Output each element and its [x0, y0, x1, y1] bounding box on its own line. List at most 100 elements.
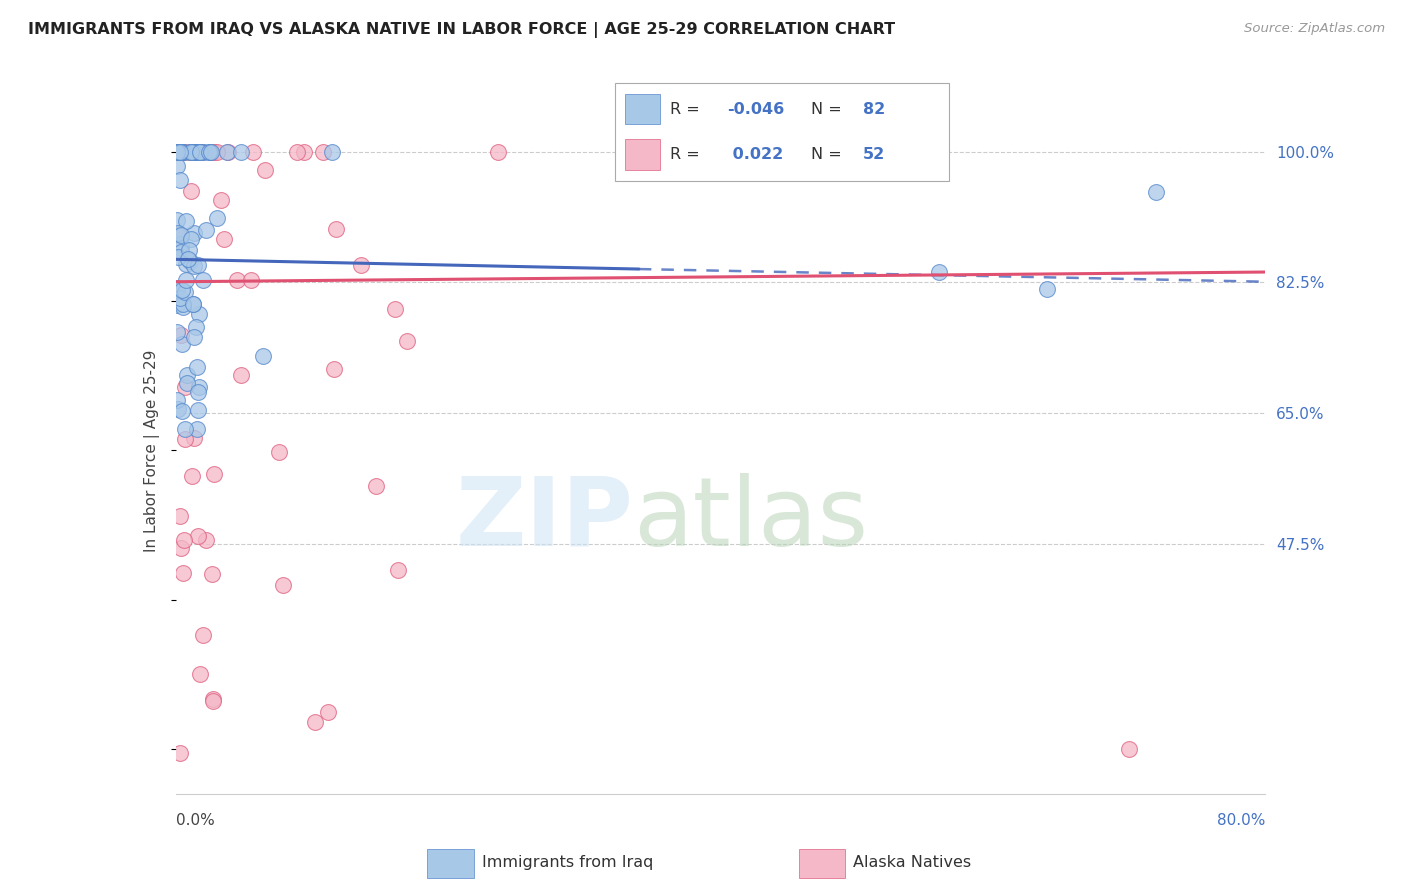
- Point: [187, 385, 209, 400]
- Point: [252, 349, 274, 363]
- Point: [174, 213, 197, 227]
- Point: [166, 159, 188, 173]
- Point: [167, 226, 190, 240]
- Text: Immigrants from Iraq: Immigrants from Iraq: [482, 855, 654, 870]
- Point: [176, 376, 198, 390]
- FancyBboxPatch shape: [614, 83, 949, 181]
- Point: [170, 541, 193, 555]
- Point: [174, 422, 197, 436]
- Point: [202, 145, 225, 159]
- Point: [186, 145, 208, 159]
- Point: [271, 578, 294, 592]
- Point: [181, 297, 204, 311]
- Point: [191, 273, 214, 287]
- Point: [183, 145, 205, 159]
- Point: [186, 145, 208, 159]
- Text: IMMIGRANTS FROM IRAQ VS ALASKA NATIVE IN LABOR FORCE | AGE 25-29 CORRELATION CHA: IMMIGRANTS FROM IRAQ VS ALASKA NATIVE IN…: [28, 22, 896, 38]
- Point: [173, 533, 195, 547]
- Point: [177, 252, 200, 267]
- Point: [187, 145, 209, 159]
- Point: [209, 193, 232, 207]
- Point: [170, 244, 193, 259]
- Point: [174, 380, 197, 394]
- Point: [183, 226, 205, 240]
- Point: [200, 145, 222, 159]
- Bar: [427, 849, 474, 878]
- Point: [170, 145, 193, 159]
- Point: [181, 297, 204, 311]
- Point: [242, 145, 264, 159]
- Point: [169, 291, 191, 305]
- Point: [174, 285, 197, 299]
- Point: [188, 667, 211, 681]
- Point: [173, 432, 195, 446]
- Point: [191, 628, 214, 642]
- Point: [188, 307, 211, 321]
- Point: [384, 302, 406, 317]
- Point: [169, 145, 191, 159]
- Point: [191, 145, 214, 159]
- Point: [180, 145, 202, 159]
- Text: -0.046: -0.046: [727, 102, 785, 117]
- Point: [321, 145, 343, 159]
- Point: [169, 237, 191, 252]
- Point: [179, 243, 201, 257]
- Point: [172, 145, 194, 159]
- Point: [170, 283, 193, 297]
- Text: Source: ZipAtlas.com: Source: ZipAtlas.com: [1244, 22, 1385, 36]
- Text: Alaska Natives: Alaska Natives: [853, 855, 972, 870]
- Point: [200, 145, 222, 159]
- Point: [172, 337, 194, 351]
- Point: [167, 402, 190, 417]
- Point: [187, 529, 209, 543]
- Point: [166, 228, 188, 243]
- Y-axis label: In Labor Force | Age 25-29: In Labor Force | Age 25-29: [143, 350, 160, 551]
- Point: [201, 693, 224, 707]
- Bar: [626, 94, 659, 124]
- Point: [187, 258, 209, 272]
- Text: R =: R =: [671, 102, 704, 117]
- Point: [217, 145, 239, 159]
- Point: [176, 257, 198, 271]
- Point: [169, 746, 191, 760]
- Text: N =: N =: [811, 102, 848, 117]
- Point: [166, 284, 188, 298]
- Point: [202, 467, 225, 481]
- Point: [169, 145, 191, 159]
- Point: [387, 563, 409, 577]
- Point: [172, 145, 194, 159]
- Point: [254, 163, 277, 178]
- Point: [172, 300, 194, 314]
- Point: [1036, 282, 1059, 296]
- Point: [166, 145, 188, 159]
- Text: 0.022: 0.022: [727, 146, 783, 161]
- Point: [172, 566, 194, 581]
- Point: [184, 320, 207, 334]
- Point: [167, 250, 190, 264]
- Point: [179, 254, 201, 268]
- Point: [180, 231, 202, 245]
- Point: [166, 145, 188, 159]
- Point: [183, 431, 205, 445]
- Point: [183, 145, 205, 159]
- Point: [170, 241, 193, 255]
- Point: [198, 145, 221, 159]
- Point: [486, 145, 509, 159]
- Point: [170, 145, 193, 159]
- Point: [179, 145, 201, 159]
- Point: [325, 222, 347, 236]
- Point: [202, 692, 225, 706]
- Text: atlas: atlas: [633, 473, 869, 566]
- Point: [205, 145, 228, 159]
- Point: [187, 380, 209, 394]
- Point: [212, 231, 235, 245]
- Point: [928, 265, 950, 279]
- Point: [304, 714, 326, 729]
- Point: [167, 145, 190, 159]
- Point: [167, 145, 190, 159]
- Bar: [799, 849, 845, 878]
- Point: [229, 145, 252, 159]
- Point: [184, 145, 207, 159]
- Point: [166, 212, 188, 227]
- Point: [181, 469, 204, 483]
